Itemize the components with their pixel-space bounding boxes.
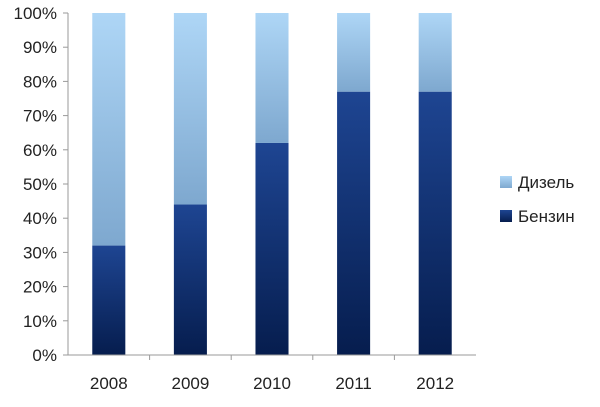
- bar-segment-benzin: [173, 204, 207, 355]
- y-tick-label: 90%: [23, 38, 57, 57]
- bars: [92, 13, 452, 355]
- legend-label-benzin: Бензин: [518, 207, 575, 226]
- bar-segment-benzin: [255, 142, 289, 355]
- y-tick-label: 60%: [23, 141, 57, 160]
- y-tick-label: 30%: [23, 243, 57, 262]
- bar-segment-diesel: [337, 13, 371, 92]
- y-tick-label: 10%: [23, 312, 57, 331]
- x-tick-label: 2011: [335, 374, 372, 393]
- legend-swatch-benzin: [500, 210, 512, 222]
- y-tick-label: 20%: [23, 278, 57, 297]
- legend: Дизель Бензин: [500, 173, 575, 226]
- x-axis: 2008 2009 2010 2011 2012: [68, 354, 476, 393]
- legend-label-diesel: Дизель: [518, 173, 574, 192]
- y-tick-label: 0%: [32, 346, 57, 365]
- bar-segment-benzin: [418, 91, 452, 355]
- x-tick-label: 2008: [90, 374, 128, 393]
- y-tick-label: 50%: [23, 175, 57, 194]
- bar-segment-diesel: [173, 13, 207, 205]
- y-axis: 0% 10% 20% 30% 40% 50% 60% 70% 80% 90% 100%: [14, 4, 69, 365]
- y-tick-label: 40%: [23, 209, 57, 228]
- x-tick-label: 2012: [416, 374, 454, 393]
- bar-segment-benzin: [92, 245, 126, 355]
- y-tick-label: 70%: [23, 107, 57, 126]
- bar-segment-diesel: [255, 13, 289, 143]
- legend-swatch-diesel: [500, 176, 512, 188]
- bar-segment-benzin: [337, 91, 371, 355]
- x-tick-label: 2010: [253, 374, 291, 393]
- y-tick-label: 100%: [14, 4, 57, 23]
- bar-segment-diesel: [418, 13, 452, 92]
- y-tick-label: 80%: [23, 72, 57, 91]
- bar-segment-diesel: [92, 13, 126, 246]
- x-tick-label: 2009: [171, 374, 209, 393]
